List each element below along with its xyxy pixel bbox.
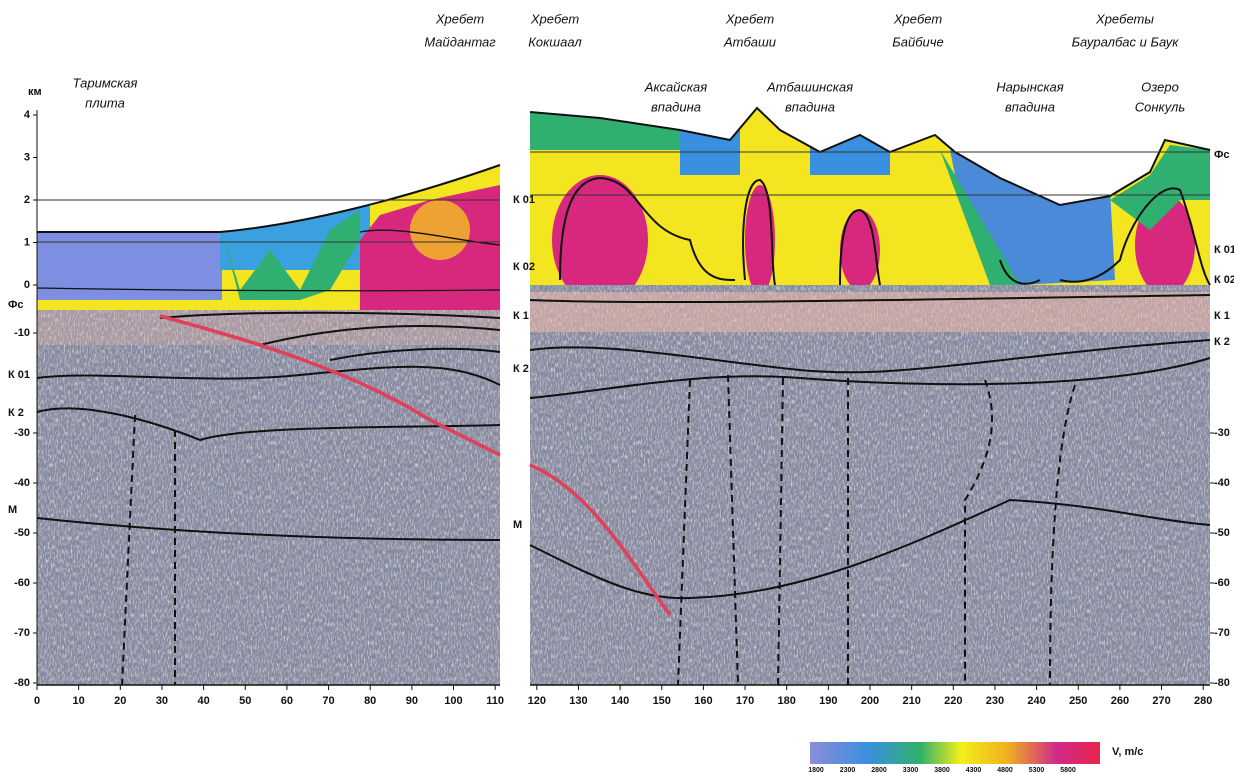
x-tick-label: 30 [156,695,168,707]
colorbar-tick-label: 3800 [934,767,950,773]
basin-label: Таримская [73,75,138,90]
ridge-label: Майдантаг [424,34,496,49]
y-tick-label: -50 [14,527,30,539]
colorbar-tick-label: 1800 [808,767,824,773]
y-tick-label: -10 [14,327,30,339]
basin-label: Нарынская [996,79,1063,94]
layer-label: К 01 [1214,244,1234,256]
ridge-label: Хребет [435,11,485,26]
x-tick-label: 200 [861,695,879,707]
figure: км V, m/c Хребет Майдантаг Хребет Кокшаал Хр… [0,0,1234,773]
layer-label: К 01 [513,194,535,206]
velocity-right [530,100,1210,305]
y-tick-label: -30 [14,427,30,439]
y-tick-label: 4 [24,109,31,121]
seismic-section [37,285,1210,685]
layer-label: М [8,504,17,516]
layer-label: Фс [1214,149,1230,161]
basin-label: впадина [651,99,701,114]
x-tick-label: 60 [281,695,293,707]
ridge-label: Хребет [725,11,775,26]
x-tick-label: 160 [694,695,712,707]
layer-label: К 1 [513,310,529,322]
x-tick-label: 270 [1152,695,1170,707]
y-tick-label: -70 [1214,627,1230,639]
x-tick-label: 100 [444,695,462,707]
y-tick-label: 0 [24,279,30,291]
layer-label: К 2 [513,363,529,375]
colorbar-label: V, m/c [1112,746,1143,758]
layer-label: К 02 [1214,274,1234,286]
y-tick-label: -60 [1214,577,1230,589]
ridge-label: Хребеты [1095,11,1154,26]
layer-label: М [513,519,522,531]
colorbar-tick-label: 3300 [903,767,919,773]
colorbar-tick-label: 5800 [1060,767,1076,773]
basin-label: впадина [785,99,835,114]
x-tick-label: 250 [1069,695,1087,707]
x-tick-label: 50 [239,695,251,707]
x-tick-label: 90 [406,695,418,707]
x-tick-label: 0 [34,695,40,707]
ridge-label: Бауралбас и Баук [1072,34,1180,49]
y-tick-label: -80 [14,677,30,689]
layer-label: К 02 [513,261,535,273]
y-tick-label: -40 [14,477,30,489]
depth-unit: км [28,86,42,98]
layer-label: К 01 [8,369,30,381]
ridge-label: Хребет [530,11,580,26]
colorbar-tick-label: 5300 [1029,767,1045,773]
ridge-label: Хребет [893,11,943,26]
colorbar-tick-label: 4800 [997,767,1013,773]
x-tick-label: 120 [528,695,546,707]
x-tick-label: 130 [569,695,587,707]
layer-label: Фс [8,299,24,311]
y-tick-label: -50 [1214,527,1230,539]
x-tick-label: 240 [1027,695,1045,707]
x-tick-label: 260 [1111,695,1129,707]
x-tick-label: 230 [986,695,1004,707]
colorbar-tick-label: 4300 [966,767,982,773]
basin-label: Озеро [1141,79,1179,94]
x-tick-label: 170 [736,695,754,707]
basin-label: Сонкуль [1135,99,1186,114]
ridge-label: Атбаши [723,34,776,49]
y-tick-label: -30 [1214,427,1230,439]
basin-label: Атбашинская [766,79,853,94]
x-tick-label: 180 [778,695,796,707]
x-tick-label: 140 [611,695,629,707]
basin-label: впадина [1005,99,1055,114]
basin-label: Аксайская [644,79,707,94]
x-tick-label: 190 [819,695,837,707]
x-tick-label: 150 [653,695,671,707]
x-tick-label: 280 [1194,695,1212,707]
x-tick-label: 40 [197,695,209,707]
y-tick-label: -60 [14,577,30,589]
x-tick-label: 20 [114,695,126,707]
y-tick-label: -70 [14,627,30,639]
basin-label: плита [85,95,125,110]
y-tick-label: 1 [24,236,30,248]
x-tick-label: 210 [902,695,920,707]
y-tick-label: 2 [24,194,30,206]
colorbar-tick-label: 2300 [840,767,856,773]
y-tick-label: -40 [1214,477,1230,489]
x-tick-label: 10 [73,695,85,707]
x-tick-label: 80 [364,695,376,707]
x-tick-label: 110 [486,695,504,707]
layer-label: К 1 [1214,310,1230,322]
ridge-label: Кокшаал [528,34,582,49]
x-tick-label: 70 [322,695,334,707]
colorbar [810,742,1100,764]
y-tick-label: -80 [1214,677,1230,689]
y-tick-label: 3 [24,151,30,163]
colorbar-tick-label: 2800 [871,767,887,773]
layer-label: К 2 [8,407,24,419]
x-tick-label: 220 [944,695,962,707]
ridge-label: Байбиче [892,34,943,49]
layer-label: К 2 [1214,336,1230,348]
